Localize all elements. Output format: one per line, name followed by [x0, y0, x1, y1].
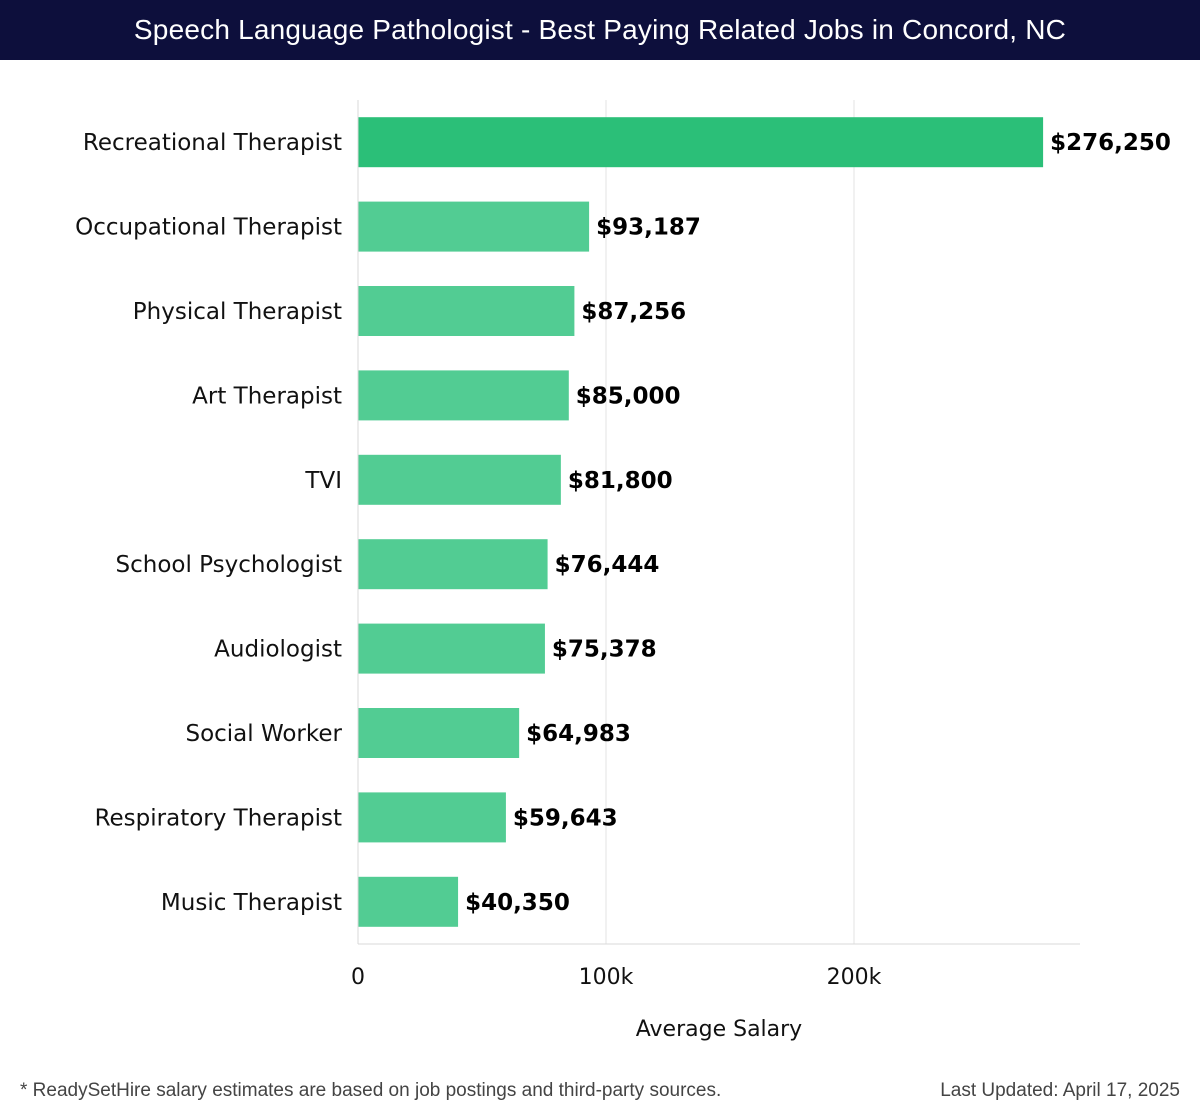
bar: [358, 708, 520, 758]
salary-bar-chart: Recreational Therapist $276,250 Occupation…: [75, 100, 1171, 1042]
bar: [358, 623, 545, 674]
bar: [358, 370, 569, 421]
category-label: Social Worker: [185, 721, 342, 747]
value-label: $93,187: [596, 215, 701, 241]
category-label: School Psychologist: [116, 552, 342, 578]
bar: [358, 792, 506, 843]
category-label: Respiratory Therapist: [95, 805, 342, 831]
value-label: $40,350: [465, 890, 570, 916]
bar: [358, 876, 459, 927]
category-label: Music Therapist: [161, 890, 342, 916]
bar: [358, 454, 561, 505]
category-label: Art Therapist: [192, 383, 342, 409]
value-label: $85,000: [576, 383, 681, 409]
value-label: $59,643: [513, 805, 618, 831]
labels: Recreational Therapist $276,250 Occupation…: [75, 130, 1171, 916]
value-label: $76,444: [555, 552, 660, 578]
value-label: $87,256: [581, 299, 686, 325]
category-label: Recreational Therapist: [83, 130, 342, 156]
category-label: Audiologist: [214, 637, 342, 663]
x-tick-label: 0: [351, 965, 365, 990]
value-label: $64,983: [526, 721, 631, 747]
bar: [358, 539, 548, 590]
value-label: $276,250: [1050, 130, 1171, 156]
value-label: $75,378: [552, 637, 657, 663]
value-label: $81,800: [568, 468, 673, 494]
bar: [358, 286, 575, 336]
footnote: * ReadySetHire salary estimates are base…: [20, 1080, 722, 1101]
bar: [358, 117, 1044, 168]
last-updated: Last Updated: April 17, 2025: [940, 1080, 1180, 1101]
category-label: TVI: [304, 468, 342, 494]
x-tick-label: 100k: [579, 965, 634, 990]
bars: [358, 117, 1044, 927]
x-axis-title: Average Salary: [636, 1017, 802, 1042]
chart-title: Speech Language Pathologist - Best Payin…: [0, 0, 1200, 60]
x-tick-label: 200k: [827, 965, 882, 990]
category-label: Physical Therapist: [133, 299, 342, 325]
bar: [358, 201, 590, 252]
x-axis: 0 100k 200k: [351, 100, 1080, 990]
category-label: Occupational Therapist: [75, 215, 342, 241]
